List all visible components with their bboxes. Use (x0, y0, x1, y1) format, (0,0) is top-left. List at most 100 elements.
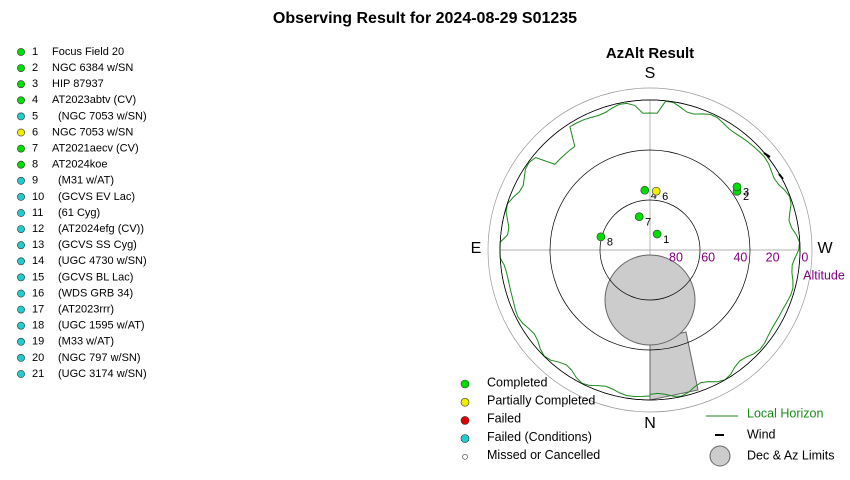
point-label: 6 (662, 191, 668, 203)
target-num: 21 (32, 368, 44, 380)
status-dot (17, 176, 25, 185)
legend-label: Partially Completed (487, 393, 595, 407)
status-dot (17, 370, 25, 378)
target-name: (AT2023rrr) (58, 304, 114, 316)
polar-chart (487, 87, 813, 413)
target-name: AT2024koe (52, 159, 107, 171)
legend-dot (460, 397, 470, 407)
status-dot (17, 305, 25, 314)
alt-tick-label: 0 (801, 250, 808, 264)
target-name: (M31 w/AT) (58, 175, 114, 187)
target-name: (UGC 1595 w/AT) (58, 320, 145, 332)
status-dot (17, 337, 25, 346)
status-dot (17, 353, 25, 362)
alt-ring (599, 199, 701, 301)
target-point (596, 232, 606, 242)
target-num: 12 (32, 223, 44, 235)
target-num: 2 (32, 62, 38, 74)
status-dot (17, 225, 25, 233)
target-num: 16 (32, 287, 44, 299)
legend-dot (460, 416, 470, 425)
target-num: 7 (32, 143, 38, 155)
target-point (652, 229, 662, 239)
page-title: Observing Result for 2024-08-29 S01235 (273, 10, 577, 27)
target-name: (WDS GRB 34) (58, 287, 133, 299)
status-dot (17, 273, 25, 282)
target-name: AT2021aecv (CV) (52, 143, 139, 155)
target-name: NGC 6384 w/SN (52, 62, 133, 74)
dir-n: N (644, 415, 656, 432)
limits-key (709, 445, 731, 467)
target-num: 17 (32, 304, 44, 316)
target-name: (UGC 4730 w/SN) (58, 255, 147, 267)
point-label: 8 (607, 237, 613, 249)
target-name: (M33 w/AT) (58, 336, 114, 348)
point-label: 3 (743, 187, 749, 199)
target-point (732, 182, 742, 192)
status-dot (17, 96, 25, 105)
target-num: 18 (32, 320, 44, 332)
alt-ring (499, 99, 801, 401)
status-dot (17, 209, 25, 217)
status-dot (17, 321, 25, 330)
target-name: AT2023abtv (CV) (52, 94, 136, 106)
alt-ring (549, 149, 751, 351)
dir-s: S (645, 65, 656, 82)
legend-label: Dec & Az Limits (747, 448, 835, 462)
legend-dot (460, 434, 470, 443)
point-label: 1 (663, 234, 669, 246)
target-num: 11 (32, 207, 43, 219)
target-num: 19 (32, 336, 44, 348)
legend-dot (460, 379, 470, 389)
target-name: HIP 87937 (52, 78, 104, 90)
status-dot (17, 112, 25, 121)
target-num: 5 (32, 110, 38, 122)
target-name: (AT2024efg (CV)) (58, 223, 144, 235)
alt-tick-label: 20 (766, 250, 780, 264)
altitude-label: Altitude (803, 268, 845, 282)
target-point (634, 212, 644, 222)
legend-label: Wind (747, 427, 776, 441)
target-name: (GCVS EV Lac) (58, 191, 135, 203)
alt-tick-label: 80 (669, 250, 683, 264)
status-dot (17, 289, 25, 298)
status-dot (17, 241, 25, 250)
legend-label: Failed (487, 412, 521, 426)
status-dot (17, 192, 25, 201)
frame-ring (487, 87, 813, 413)
target-point (640, 185, 650, 195)
legend-label: Local Horizon (747, 406, 823, 420)
local-horizon (499, 100, 801, 398)
target-num: 3 (32, 78, 38, 90)
azalt-title: AzAlt Result (606, 45, 694, 62)
status-dot (17, 144, 25, 153)
legend-dot (462, 453, 468, 460)
point-label: 7 (645, 217, 651, 229)
point-label: 2 (743, 191, 749, 203)
legend-label: Failed (Conditions) (487, 430, 592, 444)
status-dot (17, 160, 25, 169)
target-point (651, 186, 661, 196)
target-num: 20 (32, 352, 44, 364)
target-name: Focus Field 20 (52, 46, 124, 58)
target-name: NGC 7053 w/SN (52, 126, 133, 138)
target-num: 6 (32, 126, 38, 138)
dir-e: E (471, 240, 482, 257)
target-name: (UGC 3174 w/SN) (58, 368, 147, 380)
target-name: (NGC 7053 w/SN) (58, 110, 147, 122)
status-dot (17, 80, 25, 89)
alt-tick-label: 60 (701, 250, 715, 264)
alt-tick-label: 40 (733, 250, 747, 264)
target-num: 13 (32, 239, 44, 251)
target-num: 10 (32, 191, 44, 203)
status-dot (17, 64, 25, 72)
dir-w: W (817, 240, 833, 257)
target-num: 9 (32, 175, 38, 187)
status-dot (17, 128, 25, 137)
target-num: 14 (32, 255, 44, 267)
target-num: 1 (32, 46, 38, 58)
target-num: 4 (32, 94, 38, 106)
point-label: 4 (651, 190, 657, 202)
target-name: (NGC 797 w/SN) (58, 352, 141, 364)
